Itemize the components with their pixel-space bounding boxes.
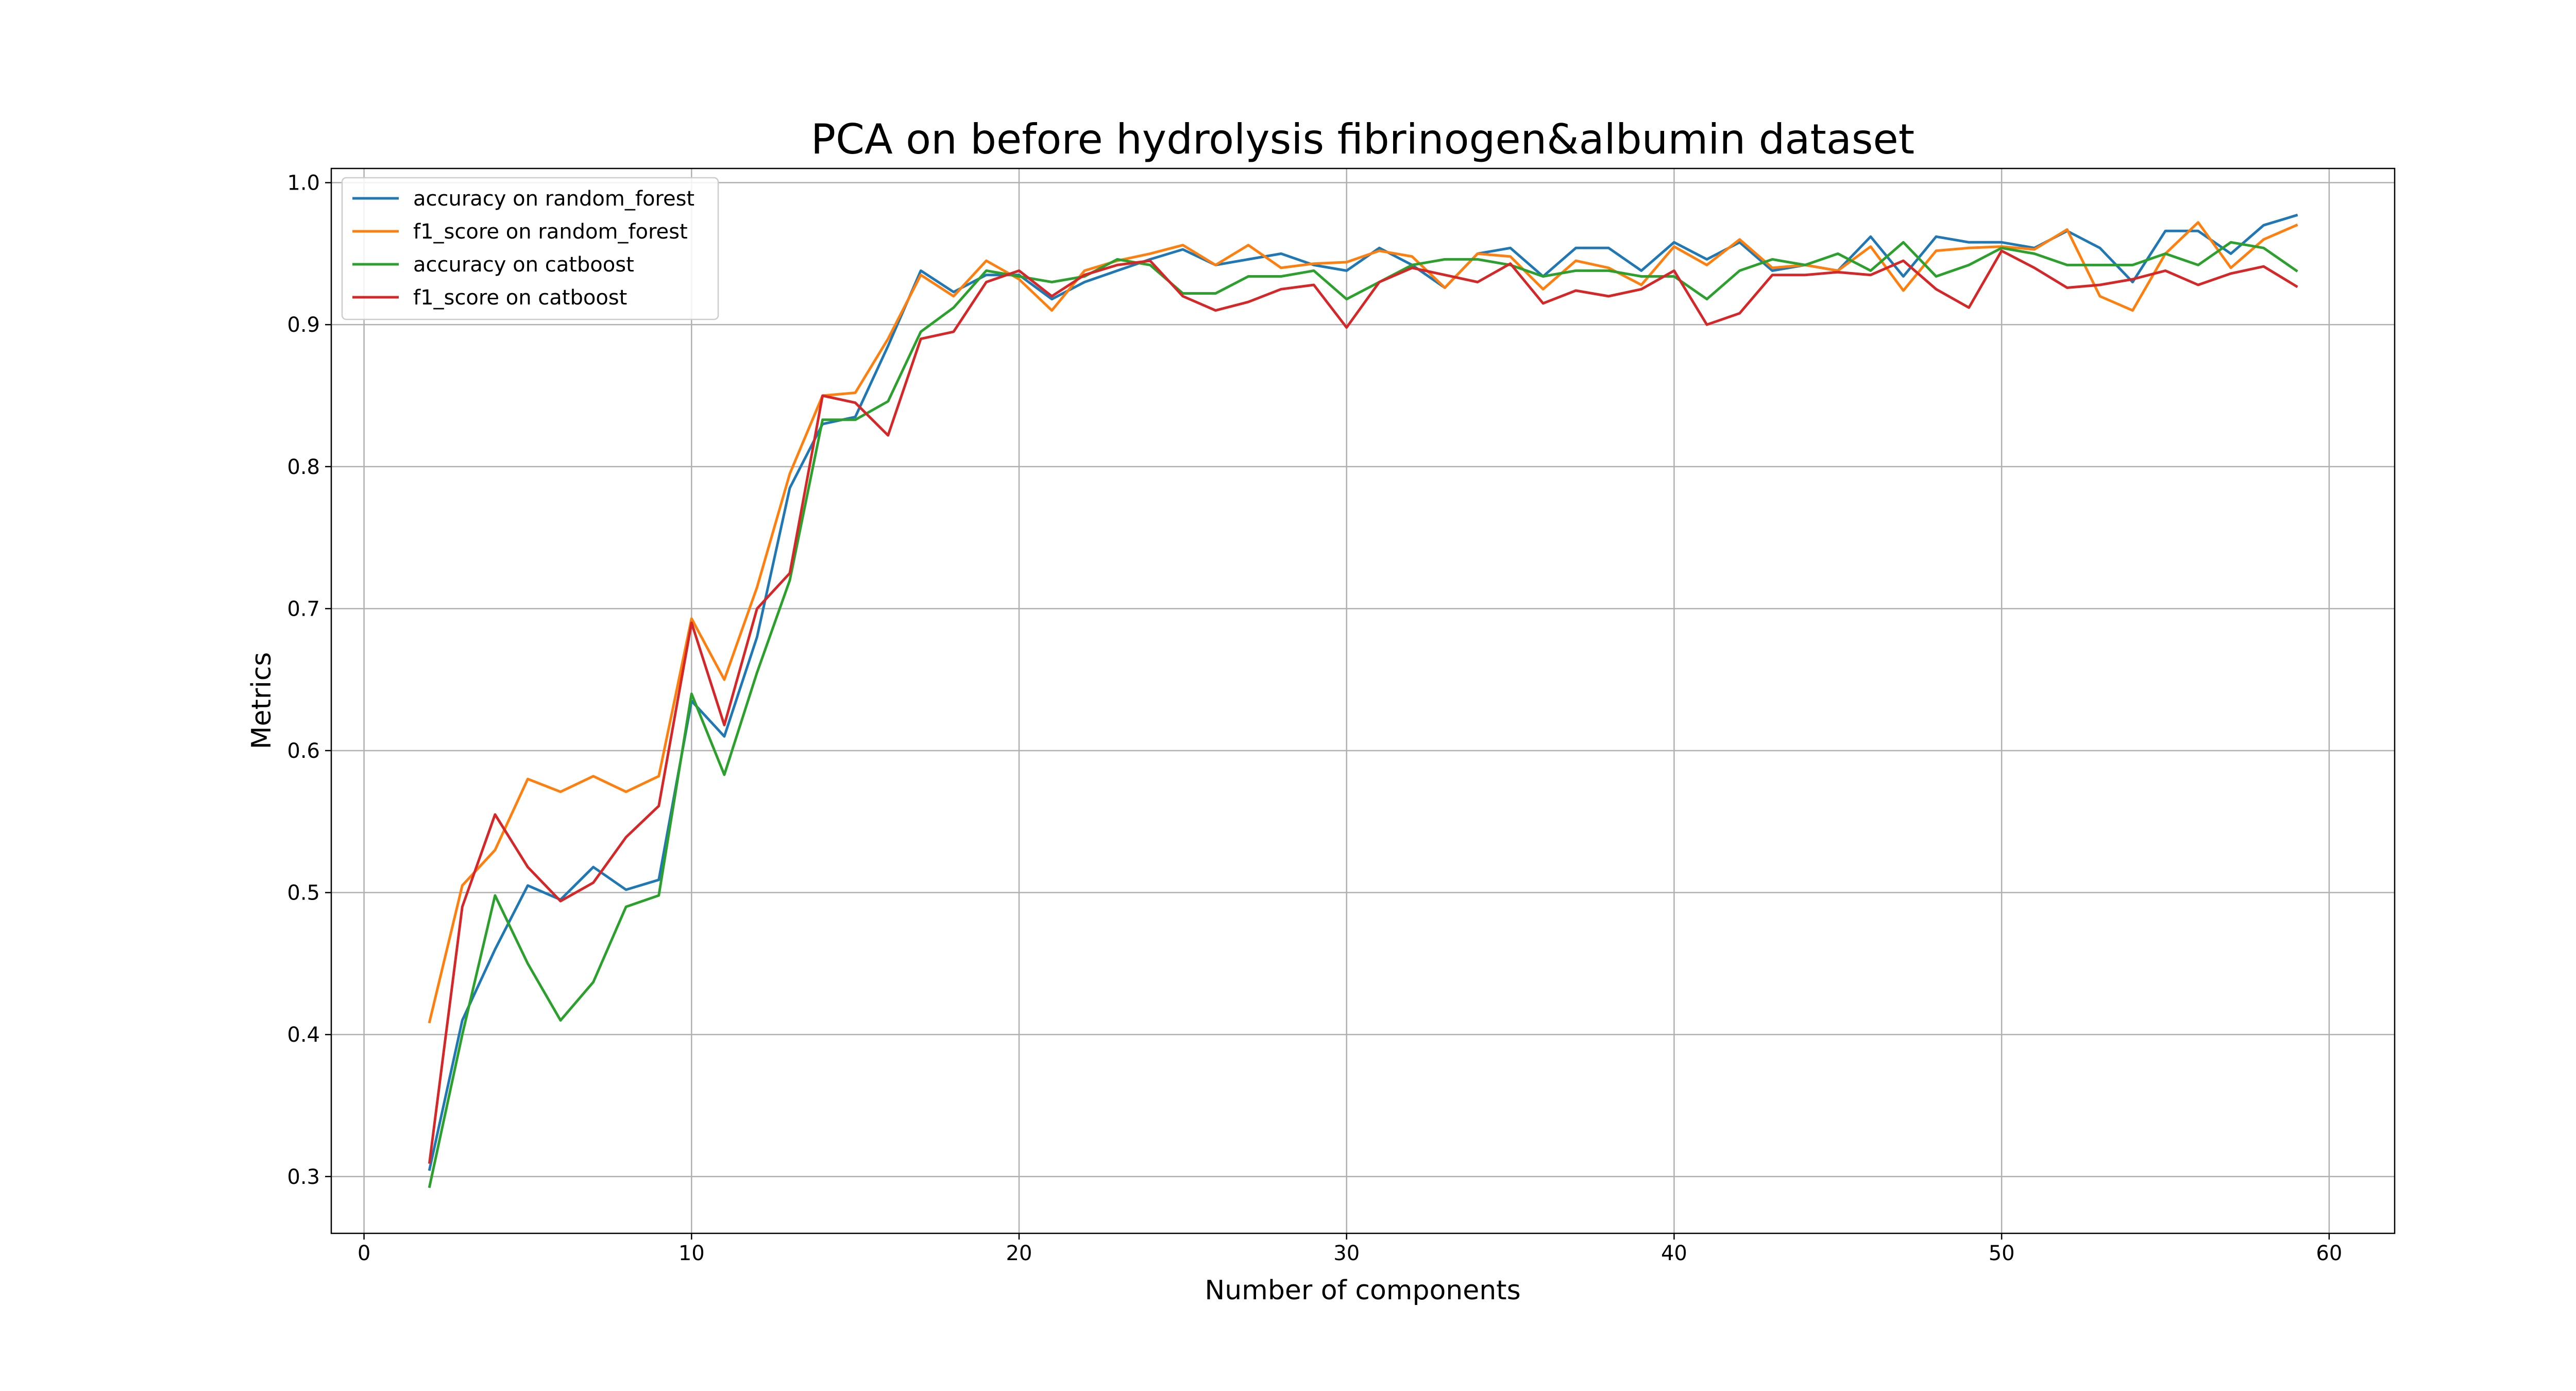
x-tick-label: 50 (1989, 1242, 2015, 1265)
legend-label: accuracy on catboost (413, 253, 634, 277)
y-tick-label: 0.9 (287, 313, 320, 337)
y-tick-label: 0.4 (287, 1023, 320, 1047)
chart-title: PCA on before hydrolysis fibrinogen&albu… (811, 115, 1914, 163)
series-line-accuracy-on-random-forest (428, 213, 2298, 1171)
x-tick-label: 0 (358, 1242, 370, 1265)
axis-ticks: 0 10 20 30 40 50 60 0.3 0.4 0.5 0.6 0.7 0.8 0.9 1.0 (287, 172, 2342, 1265)
y-axis-label: Metrics (246, 652, 277, 750)
series-line-f1-score-on-random-forest (428, 221, 2298, 1024)
y-tick-label: 0.8 (287, 455, 320, 479)
y-tick-label: 0.6 (287, 739, 320, 763)
x-tick-label: 40 (1661, 1242, 1687, 1265)
x-tick-label: 60 (2316, 1242, 2342, 1265)
y-tick-label: 1.0 (287, 172, 320, 195)
y-tick-label: 0.7 (287, 597, 320, 621)
x-tick-label: 10 (679, 1242, 705, 1265)
legend-label: f1_score on catboost (413, 286, 627, 310)
y-tick-label: 0.5 (287, 881, 320, 905)
x-tick-label: 30 (1333, 1242, 1360, 1265)
legend: accuracy on random_forest f1_score on ran… (341, 177, 719, 320)
y-tick-label: 0.3 (287, 1165, 320, 1189)
grid-lines (331, 168, 2395, 1233)
x-tick-label: 20 (1006, 1242, 1032, 1265)
series-line-accuracy-on-catboost (428, 241, 2298, 1189)
legend-label: accuracy on random_forest (413, 187, 694, 211)
legend-box (341, 177, 719, 320)
x-axis-label: Number of components (1205, 1275, 1520, 1306)
series-line-f1-score-on-catboost (428, 249, 2298, 1164)
series-lines (428, 213, 2298, 1189)
plot-area-frame (330, 167, 2396, 1234)
legend-label: f1_score on random_forest (413, 220, 688, 244)
plot-area-background (331, 168, 2395, 1233)
